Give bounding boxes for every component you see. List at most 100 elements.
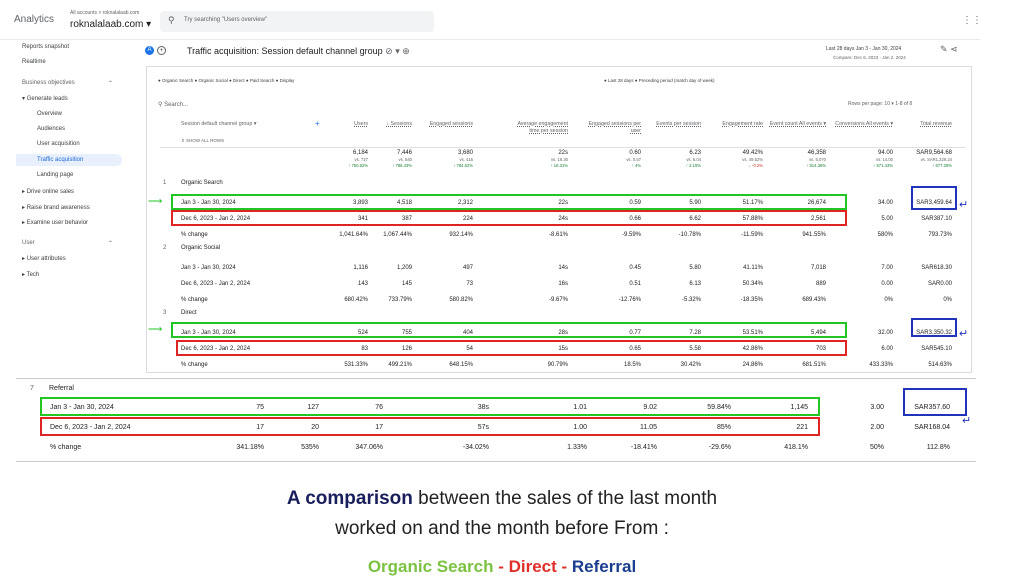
- caret-right-icon: ▸: [22, 189, 27, 195]
- rows-per-page-selector[interactable]: Rows per page: 10 ▾ 1-8 of 8: [848, 101, 913, 107]
- add-comparison-icon[interactable]: +: [157, 46, 166, 55]
- column-header[interactable]: Users: [354, 121, 368, 127]
- table-row[interactable]: Jan 3 - Jan 30, 2024 75 127 76 38s 1.01 9.02 59…: [16, 398, 976, 418]
- sidebar-item-overview[interactable]: Overview: [37, 111, 63, 117]
- status-check-icon[interactable]: ⊘: [385, 46, 393, 56]
- apps-grid-icon[interactable]: ⋮⋮: [962, 15, 982, 26]
- table-row[interactable]: % change 341.18% 535% 347.06% -34.02% 1.33% -1…: [16, 438, 976, 458]
- table-row[interactable]: % change 531.33% 499.21% 648.15% 90.79% 18.5%…: [160, 357, 966, 373]
- total-cell: 0.60 vs. 0.57 ↑ 4%: [579, 149, 641, 169]
- account-selector[interactable]: roknalalaab.com ▾: [70, 19, 151, 30]
- table-cell: -8.61%: [548, 232, 568, 238]
- show-all-rows-button[interactable]: ⇕ SHOW ALL ROWS: [181, 138, 224, 144]
- table-cell: 17: [375, 424, 383, 431]
- share-icon[interactable]: ⋖: [950, 44, 958, 54]
- search-input[interactable]: ⚲ Try searching "Users overview": [160, 11, 434, 32]
- table-row[interactable]: Jan 3 - Jan 30, 2024 1,116 1,209 497 14s 0.45…: [160, 260, 966, 276]
- table-row[interactable]: Dec 6, 2023 - Jan 2, 2024 83 126 54 15s 0.65 5…: [160, 341, 966, 357]
- table-row[interactable]: Jan 3 - Jan 30, 2024 3,893 4,518 2,312 22s 0.…: [160, 195, 966, 211]
- sidebar-section-label: Business objectives: [22, 80, 75, 86]
- sidebar-item-tech[interactable]: ▸ Tech: [22, 271, 39, 278]
- add-dimension-icon[interactable]: +: [315, 119, 320, 128]
- total-change: ↑ 750.62%: [348, 163, 368, 168]
- table-cell: 15s: [558, 346, 568, 352]
- caption-sep: -: [493, 557, 509, 576]
- sidebar-item-landing-page[interactable]: Landing page: [37, 172, 74, 178]
- table-cell: 51.17%: [742, 200, 763, 206]
- table-row[interactable]: % change 680.42% 733.79% 580.82% -9.67% -12.7…: [160, 292, 966, 308]
- sidebar-item-audiences[interactable]: Audiences: [37, 126, 66, 132]
- total-change: ↑ 677.28%: [932, 163, 952, 168]
- sidebar-item-label: Generate leads: [26, 96, 68, 102]
- column-header[interactable]: Total revenue: [920, 121, 952, 127]
- sidebar-item-reports-snapshot[interactable]: Reports snapshot: [22, 44, 70, 50]
- column-header[interactable]: Average engagement time per session: [517, 121, 568, 134]
- sidebar-item-raise-brand-awareness[interactable]: ▸ Raise brand awareness: [22, 204, 90, 211]
- column-header[interactable]: Event count All events ▾: [769, 121, 826, 127]
- sidebar-item-drive-online-sales[interactable]: ▸ Drive online sales: [22, 188, 74, 195]
- total-change: ↑ 18.31%: [550, 163, 568, 168]
- sidebar-item-realtime[interactable]: Realtime: [22, 59, 46, 65]
- total-value: SAR9,564.68: [916, 150, 952, 156]
- chevron-down-icon[interactable]: ▾: [395, 46, 400, 56]
- date-range[interactable]: Last 28 days Jan 3 - Jan 30, 2024: [826, 46, 902, 52]
- sidebar-item-user-acquisition[interactable]: User acquisition: [37, 141, 80, 147]
- sidebar-item-traffic-acquisition[interactable]: Traffic acquisition: [16, 154, 122, 166]
- sidebar-item-examine-user-behavior[interactable]: ▸ Examine user behavior: [22, 219, 88, 226]
- table-row[interactable]: Dec 6, 2023 - Jan 2, 2024 341 387 224 24s 0.6…: [160, 211, 966, 227]
- table-cell: 755: [401, 330, 412, 336]
- table-cell: 9.02: [643, 404, 657, 411]
- table-cell: 404: [462, 330, 473, 336]
- red-highlight-box: [171, 210, 847, 226]
- app-brand[interactable]: Analytics: [14, 14, 55, 25]
- comparison-badge[interactable]: A: [145, 46, 154, 55]
- group-number: 7: [30, 385, 34, 392]
- table-cell: 7.28: [689, 330, 701, 336]
- table-cell: 3.00: [870, 404, 884, 411]
- table-cell: -9.67%: [548, 297, 568, 303]
- table-row[interactable]: Dec 6, 2023 - Jan 2, 2024 143 145 73 16s 0.51…: [160, 276, 966, 292]
- table-cell: 2,561: [810, 216, 826, 222]
- column-header[interactable]: ↓ Sessions: [386, 121, 412, 127]
- sidebar-item-generate-leads[interactable]: ▾ Generate leads: [22, 95, 68, 102]
- sidebar-section-business-objectives[interactable]: Business objectives ⌃: [22, 80, 113, 87]
- table-cell: 20: [311, 424, 319, 431]
- sidebar-item-user-attributes[interactable]: ▸ User attributes: [22, 255, 66, 262]
- table-cell: 6.00: [881, 346, 893, 352]
- table-cell: 76: [375, 404, 383, 411]
- sidebar-section-user[interactable]: User ⌃: [22, 240, 113, 247]
- table-cell: 681.51%: [802, 362, 826, 368]
- dimension-header[interactable]: Session default channel group ▾ +: [181, 119, 320, 128]
- dimension-header-label: Session default channel group ▾: [181, 121, 257, 127]
- table-row[interactable]: % change 1,041.64% 1,067.44% 932.14% -8.61% -…: [160, 227, 966, 243]
- column-header[interactable]: Engaged sessions: [429, 121, 473, 127]
- table-search-input[interactable]: ⚲ Search...: [158, 101, 188, 108]
- table-cell: 17: [256, 424, 264, 431]
- sidebar-item-label: User attributes: [26, 256, 66, 262]
- table-cell: 24.86%: [742, 362, 763, 368]
- table-row[interactable]: Jan 3 - Jan 30, 2024 524 755 404 28s 0.77 7.28…: [160, 325, 966, 341]
- table-cell: SAR3,350.32: [916, 330, 952, 336]
- table-cell: 341: [357, 216, 368, 222]
- table-cell: 5.90: [689, 200, 701, 206]
- total-change: ↑ 571.43%: [873, 163, 893, 168]
- edit-report-icon[interactable]: ✎: [940, 44, 948, 54]
- table-cell: 75: [256, 404, 264, 411]
- table-cell: -10.78%: [678, 232, 701, 238]
- table-cell: 11.05: [640, 424, 657, 431]
- column-header[interactable]: Engagement rate: [722, 121, 763, 127]
- search-placeholder: Try searching "Users overview": [184, 17, 268, 23]
- column-header[interactable]: Conversions All events ▾: [835, 121, 893, 127]
- total-change: ↑ 4%: [631, 163, 641, 168]
- caption-line-1: A comparison between the sales of the la…: [0, 488, 1004, 510]
- table-row[interactable]: Dec 6, 2023 - Jan 2, 2024 17 20 17 57s 1.00 11…: [16, 418, 976, 438]
- column-header[interactable]: Engaged sessions per user: [588, 121, 641, 134]
- caption-line-2: worked on and the month before From :: [335, 518, 669, 539]
- add-icon[interactable]: ⊕: [402, 46, 410, 56]
- column-header[interactable]: Events per session: [656, 121, 701, 127]
- table-cell: 535%: [301, 444, 319, 451]
- show-all-label: SHOW ALL ROWS: [186, 138, 225, 143]
- green-arrow-icon: ⟶: [148, 324, 163, 335]
- table-cell: 1.00: [573, 424, 587, 431]
- caption-bold: A comparison: [286, 488, 413, 509]
